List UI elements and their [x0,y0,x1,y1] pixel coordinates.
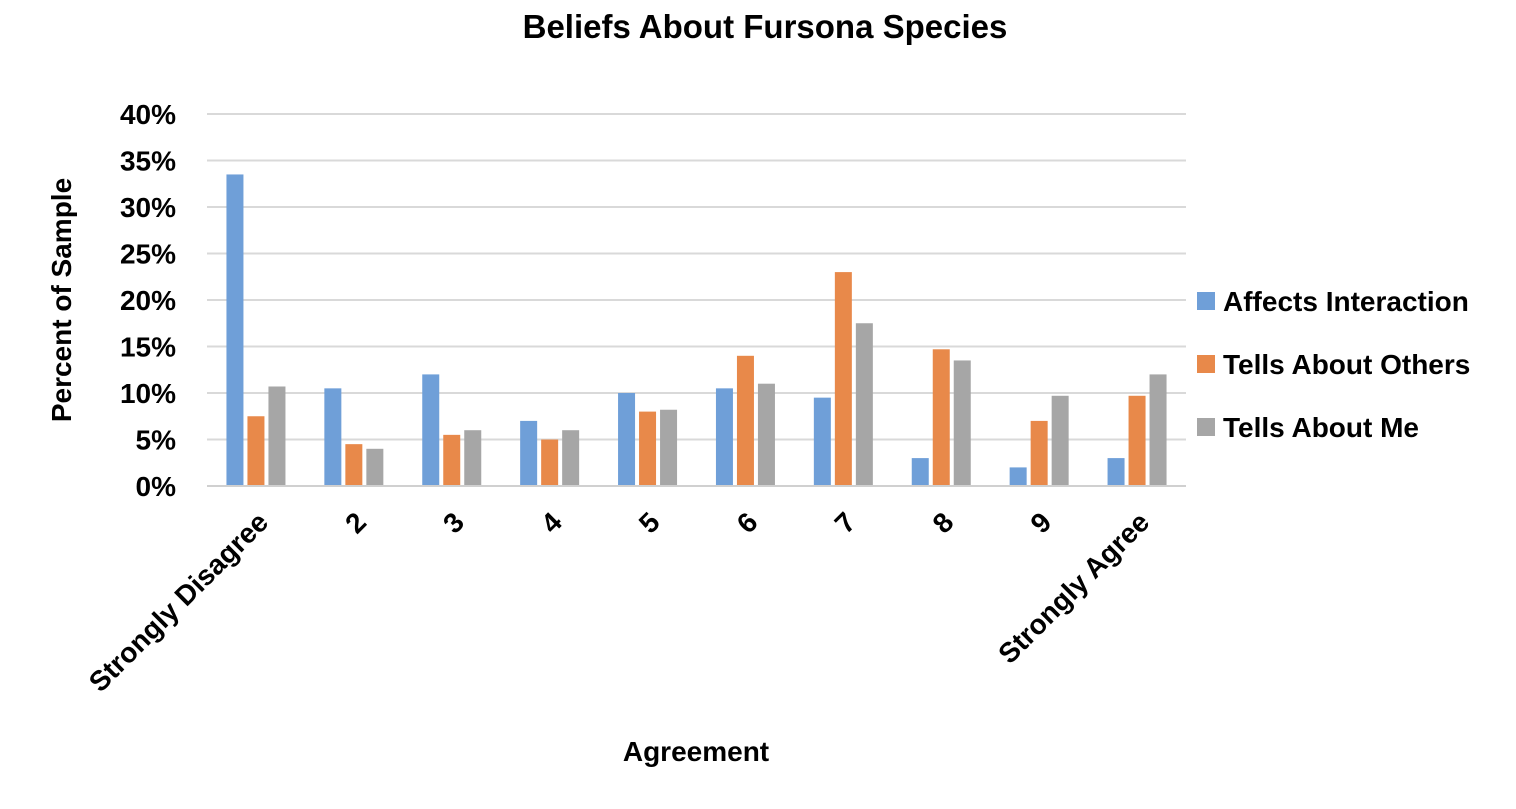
bar-tells-about-me [366,448,384,486]
y-tick-label: 25% [120,239,176,270]
x-tick-label: 9 [1024,506,1057,539]
x-tick-label: 8 [927,506,960,539]
bar-affects-interaction [911,458,929,486]
bar-affects-interaction [324,388,342,486]
legend-label: Tells About Me [1223,412,1419,443]
legend-swatch [1197,292,1215,310]
y-tick-label: 30% [120,192,176,223]
legend-item: Affects Interaction [1197,286,1469,317]
bar-tells-about-me [562,430,580,486]
bar-affects-interaction [422,374,440,486]
y-tick-label: 35% [120,146,176,177]
y-axis-label: Percent of Sample [46,178,77,422]
bar-affects-interaction [715,388,733,486]
bar-tells-about-me [953,360,971,486]
bar-tells-about-others [1128,395,1146,486]
x-tick-label: 4 [535,506,568,539]
y-axis-ticks: 0% 5% 10% 15% 20% 25% 30% 35% 40% [120,99,176,502]
y-tick-label: 0% [136,471,177,502]
bar-tells-about-others [736,355,754,486]
bar-tells-about-me [268,386,286,486]
bar-affects-interaction [226,174,244,486]
x-axis-label: Agreement [623,736,769,767]
x-tick-label: 2 [339,506,372,539]
bars [226,174,1167,486]
bar-tells-about-others [639,411,657,486]
x-tick-label: Strongly Agree [992,506,1155,669]
bar-tells-about-others [443,434,461,486]
bar-tells-about-me [1051,395,1069,486]
x-tick-label: 5 [633,506,666,539]
bar-affects-interaction [1009,467,1027,486]
legend-label: Tells About Others [1223,349,1470,380]
bar-tells-about-others [1030,420,1048,486]
bar-tells-about-others [247,416,265,486]
legend-item: Tells About Me [1197,412,1419,443]
x-tick-label: 7 [829,506,862,539]
bar-tells-about-others [541,439,559,486]
legend-label: Affects Interaction [1223,286,1469,317]
legend-swatch [1197,418,1215,436]
gridlines [207,113,1186,441]
legend-item: Tells About Others [1197,349,1470,380]
bar-tells-about-me [464,430,482,486]
bar-affects-interaction [1107,458,1125,486]
bar-tells-about-others [345,444,363,486]
x-tick-label: 6 [731,506,764,539]
legend-swatch [1197,355,1215,373]
y-tick-label: 5% [136,425,177,456]
legend: Affects Interaction Tells About Others Tel… [1197,286,1470,443]
bar-tells-about-me [757,383,775,486]
bar-affects-interaction [520,420,538,486]
x-tick-label: 3 [437,506,470,539]
bar-tells-about-me [1149,374,1167,486]
bar-affects-interaction [813,397,831,486]
y-tick-label: 40% [120,99,176,130]
bar-tells-about-me [855,323,873,486]
bar-affects-interaction [618,393,636,486]
x-tick-label: Strongly Disagree [83,506,274,697]
bar-tells-about-me [660,409,678,486]
bar-tells-about-others [932,349,950,486]
bar-tells-about-others [834,272,852,486]
chart-title: Beliefs About Fursona Species [523,8,1008,45]
y-tick-label: 15% [120,332,176,363]
y-tick-label: 10% [120,378,176,409]
y-tick-label: 20% [120,285,176,316]
